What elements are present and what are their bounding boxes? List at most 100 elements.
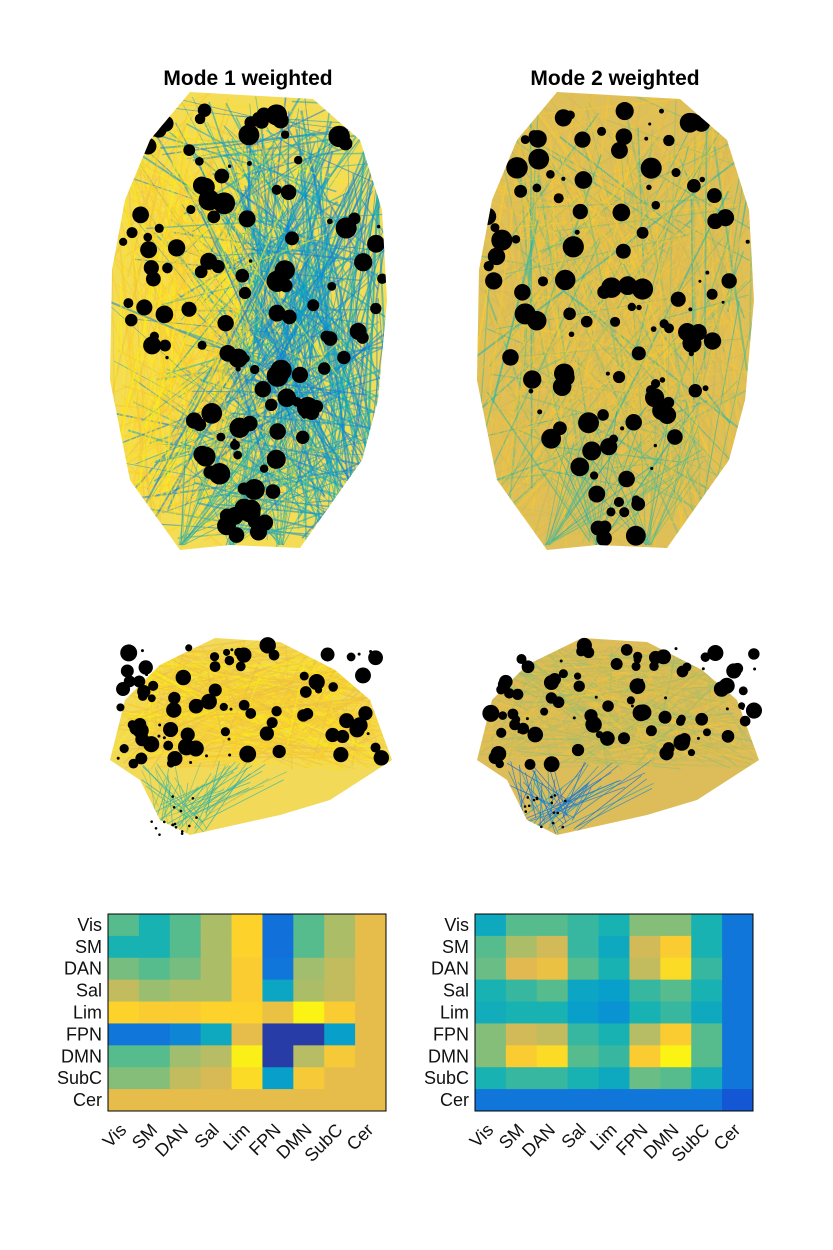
heatmap-cell bbox=[169, 1067, 202, 1090]
network-node bbox=[140, 649, 144, 653]
network-node bbox=[559, 659, 563, 663]
network-node bbox=[235, 661, 246, 672]
network-node bbox=[123, 298, 134, 309]
heatmap-cell bbox=[169, 1001, 202, 1024]
network-node bbox=[555, 269, 576, 291]
network-node bbox=[597, 285, 612, 299]
network-node bbox=[147, 694, 156, 703]
network-node bbox=[703, 728, 711, 737]
heatmap-cell bbox=[355, 935, 387, 959]
heatmap-cell bbox=[567, 957, 600, 981]
heatmap-cell bbox=[324, 1045, 356, 1068]
network-node bbox=[194, 699, 203, 707]
col-label: Cer bbox=[710, 1120, 745, 1155]
heatmap-cell bbox=[262, 1023, 294, 1046]
network-node bbox=[653, 443, 658, 448]
network-node bbox=[337, 350, 351, 365]
heatmap-cell bbox=[169, 935, 202, 959]
heatmap-cell bbox=[324, 957, 356, 981]
heatmap-cell bbox=[629, 1045, 661, 1068]
network-node bbox=[748, 648, 760, 660]
network-node bbox=[333, 747, 349, 763]
row-label: SM bbox=[442, 937, 469, 957]
network-node bbox=[239, 745, 257, 763]
heatmap-cell bbox=[536, 1001, 569, 1024]
network-node bbox=[238, 210, 256, 228]
heatmap-cell bbox=[262, 1089, 294, 1112]
network-node bbox=[605, 371, 610, 376]
network-node bbox=[559, 365, 565, 372]
heatmap-cell bbox=[475, 935, 507, 959]
network-node bbox=[259, 464, 269, 473]
network-node bbox=[627, 302, 636, 312]
network-node bbox=[246, 161, 252, 166]
heatmap-cell bbox=[475, 1089, 507, 1112]
network-node bbox=[497, 678, 511, 692]
heatmap-cell bbox=[505, 914, 538, 937]
heatmap-cell bbox=[169, 979, 202, 1003]
network-node bbox=[535, 160, 545, 169]
network-node bbox=[625, 414, 642, 431]
network-node bbox=[597, 409, 609, 421]
network-node bbox=[193, 747, 201, 756]
row-label: Cer bbox=[440, 1090, 469, 1110]
network-node bbox=[135, 732, 150, 747]
network-node bbox=[483, 260, 494, 272]
heatmap-cell bbox=[660, 1001, 692, 1024]
network-node bbox=[357, 652, 361, 656]
row-label: Vis bbox=[444, 915, 469, 935]
network-node bbox=[270, 359, 292, 381]
network-node bbox=[234, 647, 244, 658]
network-node bbox=[204, 754, 208, 758]
heatmap-cell bbox=[629, 957, 661, 981]
network-node bbox=[348, 212, 361, 225]
network-node bbox=[629, 678, 646, 695]
network-node bbox=[162, 262, 173, 274]
row-label: DAN bbox=[431, 959, 469, 979]
network-node bbox=[197, 103, 212, 118]
network-node bbox=[272, 744, 286, 759]
row-label: Vis bbox=[77, 915, 102, 935]
network-node bbox=[631, 495, 641, 504]
network-node bbox=[517, 722, 530, 735]
network-node bbox=[139, 137, 157, 155]
heatmap-cell bbox=[691, 1045, 723, 1068]
network-node bbox=[721, 730, 735, 743]
heatmap-cell bbox=[169, 1089, 202, 1112]
network-node bbox=[491, 229, 513, 251]
heatmap-cell bbox=[660, 979, 692, 1003]
network-node bbox=[640, 157, 662, 179]
heatmap-cell bbox=[536, 979, 569, 1003]
network-node bbox=[328, 682, 338, 692]
network-node bbox=[670, 291, 686, 307]
network-node bbox=[186, 205, 196, 215]
heatmap-cell bbox=[108, 914, 140, 937]
heatmap-cell bbox=[324, 1023, 356, 1046]
network-node bbox=[504, 688, 515, 699]
network-node bbox=[594, 695, 598, 699]
network-node bbox=[526, 796, 530, 799]
network-node bbox=[559, 370, 575, 386]
network-node bbox=[168, 691, 181, 705]
network-node bbox=[150, 820, 153, 823]
network-node bbox=[225, 507, 244, 525]
heatmap-cell bbox=[598, 935, 630, 959]
network-node bbox=[326, 218, 333, 225]
network-node bbox=[220, 727, 230, 737]
heatmap-cell bbox=[567, 979, 600, 1003]
network-node bbox=[230, 440, 240, 450]
network-node bbox=[726, 663, 742, 679]
heatmap-cell bbox=[293, 1067, 325, 1090]
heatmap-mode2: VisSMDANSalLimFPNDMNSubCCerVisSMDANSalLi… bbox=[424, 913, 754, 1166]
network-node bbox=[135, 752, 148, 765]
network-node bbox=[163, 740, 174, 751]
network-node bbox=[496, 727, 507, 738]
network-node bbox=[596, 530, 612, 547]
heatmap-cell bbox=[138, 1089, 171, 1112]
network-node bbox=[224, 655, 235, 666]
network-node bbox=[687, 749, 696, 757]
network-node bbox=[683, 113, 702, 131]
row-label: SubC bbox=[424, 1068, 469, 1088]
col-label: DAN bbox=[518, 1120, 559, 1161]
network-node bbox=[245, 708, 257, 719]
